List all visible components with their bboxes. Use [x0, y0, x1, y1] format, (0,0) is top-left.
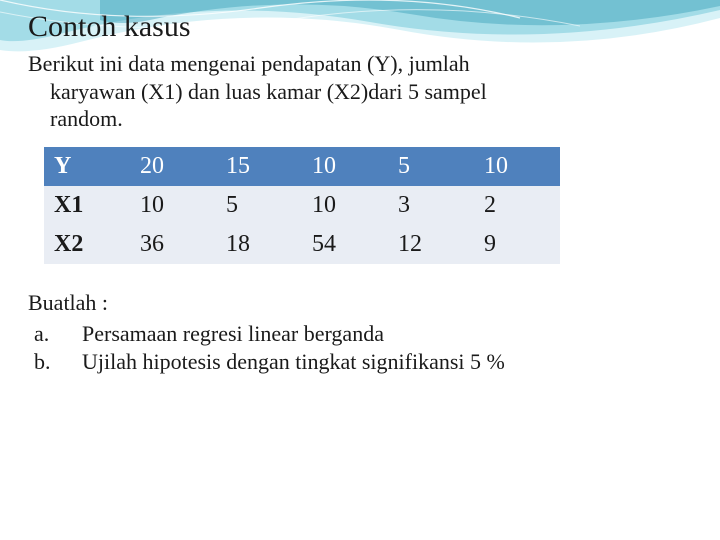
- intro-line-1: Berikut ini data mengenai pendapatan (Y)…: [28, 51, 470, 76]
- cell: 20: [130, 147, 216, 186]
- list-marker: a.: [28, 320, 82, 349]
- list-item: a. Persamaan regresi linear berganda: [28, 320, 692, 349]
- task-list: a. Persamaan regresi linear berganda b. …: [28, 320, 692, 377]
- data-table: Y 20 15 10 5 10 X1 10 5 10 3 2 X2 36 18 …: [44, 147, 560, 264]
- cell: 2: [474, 186, 560, 225]
- row-label: Y: [44, 147, 130, 186]
- cell: 10: [302, 147, 388, 186]
- slide-content: Contoh kasus Berikut ini data mengenai p…: [0, 0, 720, 377]
- cell: 10: [130, 186, 216, 225]
- intro-line-2: karyawan (X1) dan luas kamar (X2)dari 5 …: [28, 78, 692, 106]
- table-row: X2 36 18 54 12 9: [44, 225, 560, 264]
- list-text: Ujilah hipotesis dengan tingkat signifik…: [82, 348, 692, 377]
- cell: 18: [216, 225, 302, 264]
- cell: 54: [302, 225, 388, 264]
- intro-paragraph: Berikut ini data mengenai pendapatan (Y)…: [28, 50, 692, 133]
- list-marker: b.: [28, 348, 82, 377]
- cell: 15: [216, 147, 302, 186]
- cell: 5: [388, 147, 474, 186]
- row-label: X1: [44, 186, 130, 225]
- cell: 36: [130, 225, 216, 264]
- cell: 12: [388, 225, 474, 264]
- table-row: X1 10 5 10 3 2: [44, 186, 560, 225]
- tasks-title: Buatlah :: [28, 290, 692, 316]
- intro-line-3: random.: [28, 105, 692, 133]
- slide-title: Contoh kasus: [28, 10, 692, 44]
- row-label: X2: [44, 225, 130, 264]
- cell: 10: [302, 186, 388, 225]
- list-text: Persamaan regresi linear berganda: [82, 320, 692, 349]
- cell: 3: [388, 186, 474, 225]
- cell: 5: [216, 186, 302, 225]
- table-row: Y 20 15 10 5 10: [44, 147, 560, 186]
- cell: 10: [474, 147, 560, 186]
- cell: 9: [474, 225, 560, 264]
- list-item: b. Ujilah hipotesis dengan tingkat signi…: [28, 348, 692, 377]
